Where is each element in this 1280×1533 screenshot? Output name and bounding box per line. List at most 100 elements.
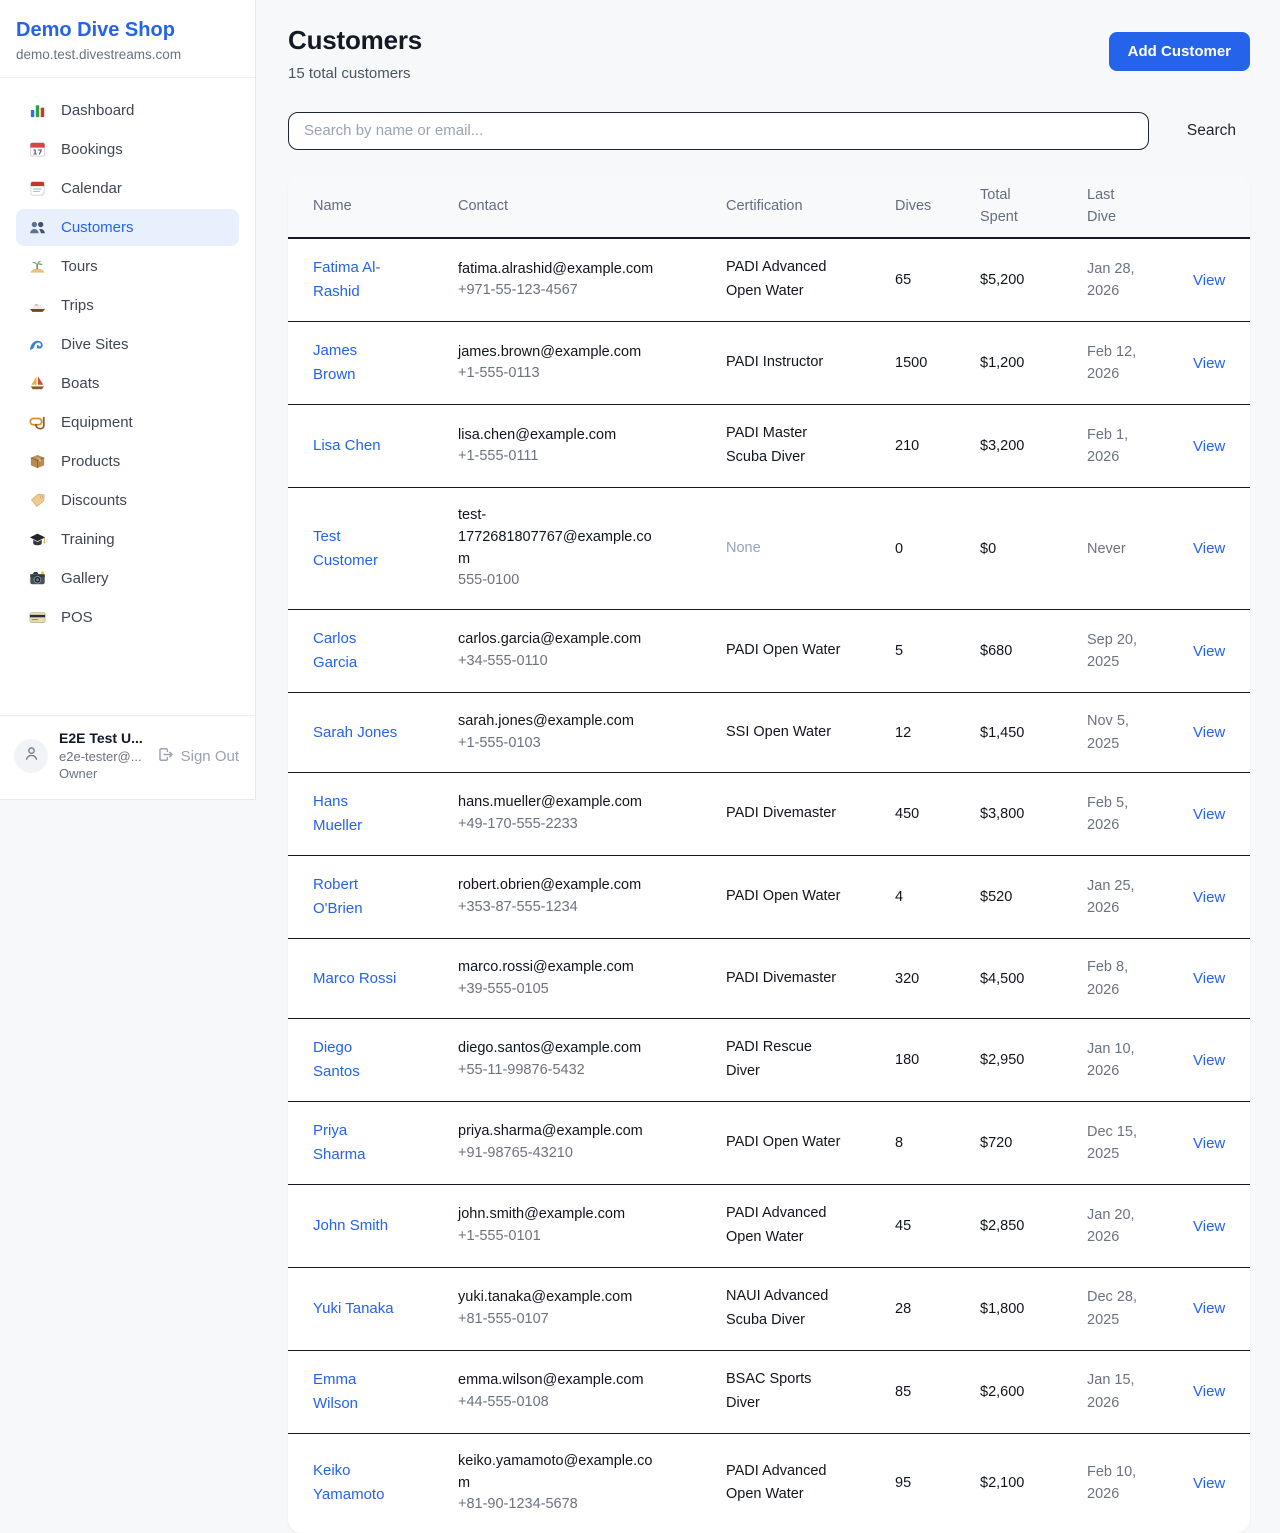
customer-certification: PADI Instructor: [726, 354, 824, 371]
table-row: Lisa Chen lisa.chen@example.com +1-555-011…: [288, 404, 1250, 489]
customer-total-spent: $5,200: [980, 272, 1025, 289]
user-name: E2E Test U...: [59, 730, 143, 747]
customer-name-link[interactable]: Test Customer: [313, 527, 379, 569]
person-icon: [22, 744, 41, 768]
sidebar-item-bookings[interactable]: 17 Bookings: [16, 131, 239, 168]
view-customer-link[interactable]: View: [1193, 1217, 1226, 1235]
view-customer-link[interactable]: View: [1193, 642, 1226, 660]
view-customer-link[interactable]: View: [1193, 888, 1226, 906]
customer-phone: +1-555-0111: [458, 448, 539, 465]
customers-table-card: Name Contact Certification Dives Total S…: [288, 175, 1250, 1533]
customer-total-spent: $1,200: [980, 355, 1025, 372]
sidebar-item-calendar[interactable]: Calendar: [16, 170, 239, 207]
view-customer-link[interactable]: View: [1193, 1383, 1226, 1401]
customer-name-link[interactable]: Yuki Tanaka: [313, 1299, 394, 1317]
customer-phone: +1-555-0101: [458, 1228, 541, 1245]
customer-name-link[interactable]: Sarah Jones: [313, 723, 398, 741]
customer-email: marco.rossi@example.com: [458, 958, 634, 975]
search-button[interactable]: Search: [1173, 114, 1250, 148]
customer-name-link[interactable]: Lisa Chen: [313, 437, 381, 455]
sidebar-item-discounts[interactable]: Discounts: [16, 482, 239, 519]
view-customer-link[interactable]: View: [1193, 1300, 1226, 1318]
customer-name-link[interactable]: John Smith: [313, 1217, 389, 1235]
customer-email: test-1772681807767@example.com: [458, 507, 652, 567]
customer-last-dive: Sep 20, 2025: [1087, 631, 1137, 671]
customer-certification: PADI Advanced Open Water: [726, 1205, 827, 1246]
logout-icon: [157, 746, 174, 767]
table-row: Sarah Jones sarah.jones@example.com +1-555…: [288, 692, 1250, 774]
view-customer-link[interactable]: View: [1193, 540, 1226, 558]
search-input[interactable]: [288, 111, 1149, 150]
view-customer-link[interactable]: View: [1193, 1134, 1226, 1152]
customer-name-link[interactable]: Emma Wilson: [313, 1370, 359, 1412]
customer-certification: PADI Master Scuba Diver: [726, 425, 808, 466]
sign-out-button[interactable]: Sign Out: [157, 746, 239, 767]
sidebar-item-equipment[interactable]: Equipment: [16, 404, 239, 441]
sidebar-item-boats[interactable]: Boats: [16, 365, 239, 402]
customer-last-dive: Feb 8, 2026: [1087, 959, 1129, 998]
view-customer-link[interactable]: View: [1193, 970, 1226, 988]
package-icon: [28, 452, 47, 471]
customer-name-link[interactable]: James Brown: [313, 342, 358, 384]
wave-icon: [28, 335, 47, 354]
motorboat-icon: [28, 296, 47, 315]
customer-name-link[interactable]: Marco Rossi: [313, 969, 397, 987]
customer-name-link[interactable]: Robert O'Brien: [313, 876, 363, 918]
user-info: E2E Test U... e2e-tester@... Owner: [59, 729, 146, 783]
view-customer-link[interactable]: View: [1193, 805, 1226, 823]
customer-phone: 555-0100: [458, 572, 520, 589]
sidebar-item-dive-sites[interactable]: Dive Sites: [16, 326, 239, 363]
column-header-certification: Certification: [726, 175, 895, 240]
customer-name-link[interactable]: Priya Sharma: [313, 1122, 366, 1164]
view-customer-link[interactable]: View: [1193, 354, 1226, 372]
customer-total-spent: $680: [980, 643, 1013, 660]
customer-name-link[interactable]: Fatima Al-Rashid: [313, 259, 381, 301]
sidebar-item-dashboard[interactable]: Dashboard: [16, 92, 239, 129]
view-customer-link[interactable]: View: [1193, 271, 1226, 289]
customer-dives: 12: [895, 724, 912, 741]
customer-email: keiko.yamamoto@example.com: [458, 1452, 653, 1491]
view-customer-link[interactable]: View: [1193, 1474, 1226, 1492]
customer-name-link[interactable]: Carlos Garcia: [313, 630, 358, 672]
sidebar-nav: Dashboard 17 Bookings Calendar Customers…: [0, 78, 255, 715]
sidebar-item-gallery[interactable]: Gallery: [16, 560, 239, 597]
customer-dives: 8: [895, 1135, 904, 1152]
customer-certification: PADI Divemaster: [726, 805, 837, 822]
table-row: Test Customer test-1772681807767@example.…: [288, 487, 1250, 611]
user-email: e2e-tester@...: [59, 748, 142, 764]
sidebar-item-tours[interactable]: Tours: [16, 248, 239, 285]
page-title: Customers: [288, 25, 423, 55]
column-header-contact: Contact: [458, 175, 726, 240]
customer-certification: PADI Open Water: [726, 642, 841, 659]
customer-email: diego.santos@example.com: [458, 1040, 642, 1057]
customer-last-dive: Jan 25, 2026: [1087, 877, 1135, 917]
add-customer-button[interactable]: Add Customer: [1108, 32, 1250, 71]
view-customer-link[interactable]: View: [1193, 724, 1226, 742]
customer-name-link[interactable]: Keiko Yamamoto: [313, 1462, 385, 1504]
customer-certification: PADI Open Water: [726, 1134, 841, 1151]
customer-phone: +44-555-0108: [458, 1393, 549, 1410]
sidebar-item-trips[interactable]: Trips: [16, 287, 239, 324]
table-header-row: Name Contact Certification Dives Total S…: [288, 175, 1250, 240]
view-customer-link[interactable]: View: [1193, 437, 1226, 455]
sidebar-item-pos[interactable]: POS: [16, 599, 239, 636]
sidebar-item-customers[interactable]: Customers: [16, 209, 239, 246]
customer-email: john.smith@example.com: [458, 1206, 626, 1223]
customer-phone: +81-555-0107: [458, 1310, 549, 1327]
customer-email: priya.sharma@example.com: [458, 1123, 643, 1140]
sailboat-icon: [28, 374, 47, 393]
customer-last-dive: Feb 10, 2026: [1087, 1463, 1137, 1503]
sidebar-item-training[interactable]: Training: [16, 521, 239, 558]
customer-last-dive: Jan 10, 2026: [1087, 1040, 1135, 1080]
search-row: Search: [288, 111, 1250, 150]
customer-name-link[interactable]: Hans Mueller: [313, 793, 363, 835]
customer-name-link[interactable]: Diego Santos: [313, 1039, 360, 1081]
column-header-dives: Dives: [895, 175, 980, 240]
table-row: Emma Wilson emma.wilson@example.com +44-55…: [288, 1350, 1250, 1434]
customer-certification: SSI Open Water: [726, 723, 832, 740]
view-customer-link[interactable]: View: [1193, 1051, 1226, 1069]
table-row: John Smith john.smith@example.com +1-555-0…: [288, 1184, 1250, 1268]
bar-chart-icon: [28, 101, 47, 120]
customer-phone: +34-555-0110: [458, 653, 548, 670]
sidebar-item-products[interactable]: Products: [16, 443, 239, 480]
